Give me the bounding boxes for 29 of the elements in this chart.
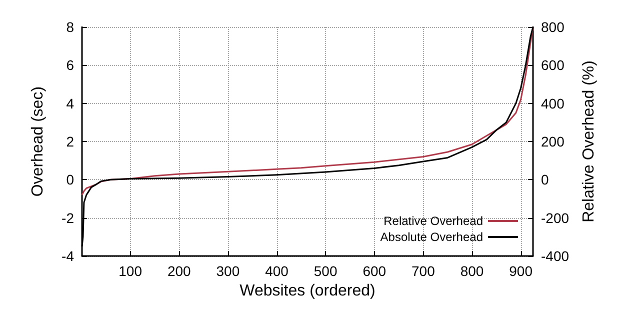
legend-label: Absolute Overhead [380,230,483,244]
x-tick-label: 100 [118,263,142,279]
x-tick-label: 900 [509,263,533,279]
y-tick-label: 6 [66,57,74,74]
x-tick-label: 700 [412,263,436,279]
y2-axis-title: Relative Overhead (%) [580,60,598,222]
x-tick-label: 300 [216,263,240,279]
y-tick-label: -4 [62,248,74,264]
y2-tick-label: 200 [541,134,565,150]
y-tick-label: 2 [66,134,74,150]
legend-label: Relative Overhead [384,214,483,228]
x-axis-title: Websites (ordered) [240,282,376,300]
y2-tick-label: 600 [541,57,565,74]
x-tick-label: 600 [362,263,386,279]
line-series [81,26,534,196]
y-tick-label: 8 [66,19,74,35]
y-tick-label: -2 [62,210,74,226]
y2-tick-label: -400 [541,248,570,264]
y-tick-label: 4 [66,95,74,112]
y2-tick-label: 0 [541,172,549,188]
y-axis-title: Overhead (sec) [30,86,46,197]
y2-tick-label: -200 [541,210,570,226]
y-tick-label: 0 [66,172,74,188]
x-tick-label: 500 [314,263,338,279]
x-tick-label: 800 [460,263,484,279]
x-tick-label: 400 [265,263,289,279]
y2-tick-label: 800 [541,19,565,35]
y2-tick-label: 400 [541,95,565,112]
x-tick-label: 200 [167,263,192,279]
